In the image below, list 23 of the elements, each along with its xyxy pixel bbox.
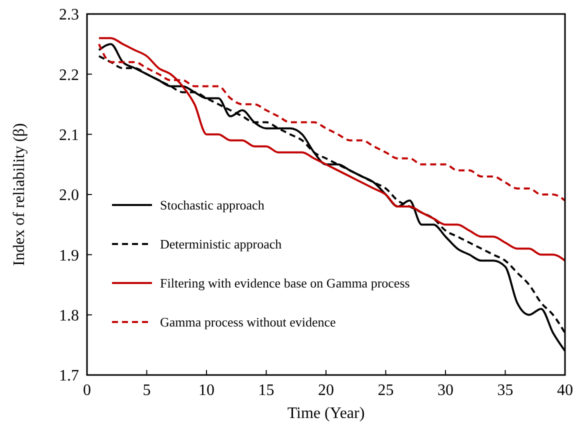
y-tick-label: 1.8 bbox=[59, 307, 79, 324]
x-axis-title: Time (Year) bbox=[287, 405, 365, 422]
line-series bbox=[98, 37, 566, 262]
x-tick-label: 15 bbox=[258, 382, 274, 399]
y-tick-label: 1.7 bbox=[59, 368, 79, 385]
y-tick-label: 2.2 bbox=[59, 66, 79, 84]
x-tick-label: 30 bbox=[438, 382, 454, 399]
x-tick-label: 40 bbox=[557, 382, 573, 399]
legend-label: Stochastic approach bbox=[160, 198, 265, 213]
x-tick-label: 35 bbox=[497, 382, 514, 399]
legend-label: Gamma process without evidence bbox=[160, 314, 336, 330]
x-tick-label: 0 bbox=[83, 382, 91, 399]
y-tick-label: 2.0 bbox=[59, 187, 79, 204]
legend-label: Deterministic approach bbox=[160, 236, 282, 252]
y-tick-label: 2.3 bbox=[59, 6, 79, 24]
y-axis-title: Index of reliability (β) bbox=[11, 123, 28, 266]
y-tick-label: 2.1 bbox=[59, 126, 79, 144]
y-tick-label: 1.9 bbox=[59, 247, 79, 264]
x-tick-label: 25 bbox=[378, 382, 394, 399]
x-tick-label: 5 bbox=[142, 382, 151, 399]
x-tick-label: 10 bbox=[198, 382, 214, 399]
legend-label: Filtering with evidence base on Gamma process bbox=[160, 276, 410, 291]
x-tick-label: 20 bbox=[318, 382, 334, 399]
